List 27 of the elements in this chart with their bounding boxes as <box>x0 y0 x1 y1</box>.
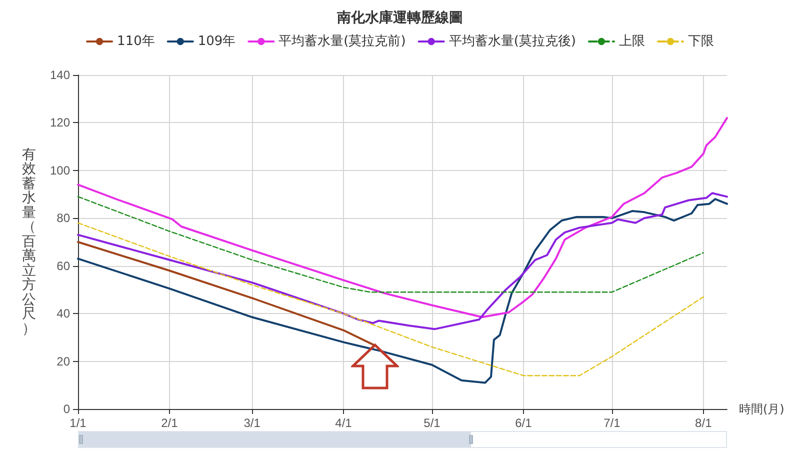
x-tick-label: 4/1 <box>335 416 352 430</box>
y-tick-label: 80 <box>56 211 70 226</box>
chart-title: 南化水庫運轉歷線圖 <box>336 9 463 26</box>
legend-label: 上限 <box>618 34 645 49</box>
x-axis-title: 時間(月) <box>739 402 784 416</box>
x-tick-label: 1/1 <box>70 416 87 430</box>
x-tick-label: 2/1 <box>161 416 178 430</box>
legend-label: 平均蓄水量(莫拉克前) <box>278 34 406 49</box>
legend-label: 平均蓄水量(莫拉克後) <box>448 34 576 49</box>
y-tick-label: 140 <box>50 68 70 82</box>
legend-label: 109年 <box>198 34 236 49</box>
y-tick-label: 20 <box>56 354 70 368</box>
line-series <box>77 222 704 376</box>
legend-label: 110年 <box>117 34 155 49</box>
y-tick-label: 60 <box>56 258 70 273</box>
legend-label: 下限 <box>688 34 714 49</box>
line-series <box>77 241 374 346</box>
x-tick-label: 8/1 <box>695 416 712 430</box>
y-tick-label: 100 <box>50 163 70 178</box>
y-tick-label: 40 <box>56 306 70 321</box>
x-tick-label: 6/1 <box>515 416 532 430</box>
text: 有效蓄水量（百萬立方公尺） <box>22 146 36 337</box>
x-tick-label: 5/1 <box>424 416 441 430</box>
y-tick-label: 0 <box>63 402 70 416</box>
x-tick-label: 3/1 <box>244 416 261 430</box>
x-tick-label: 7/1 <box>604 416 621 430</box>
y-tick-label: 120 <box>50 116 70 130</box>
